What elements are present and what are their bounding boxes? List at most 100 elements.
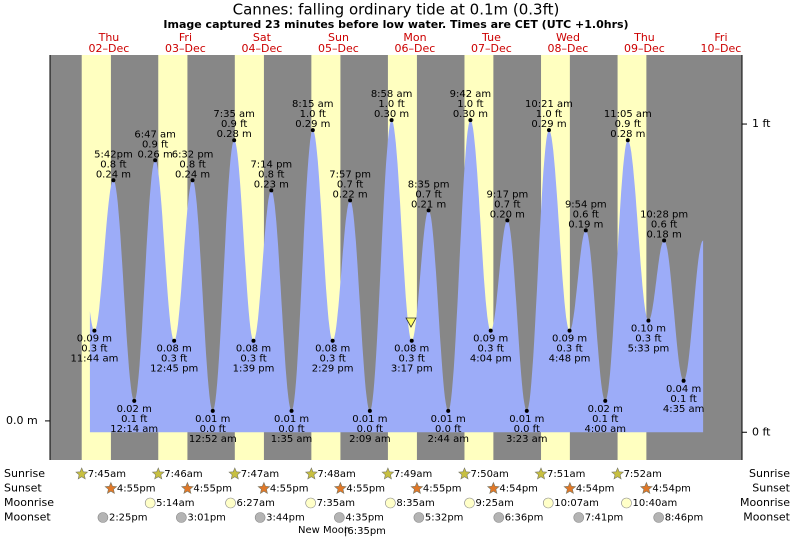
row-time: 4:55pm <box>423 484 462 495</box>
day-name: Wed <box>556 31 580 44</box>
moon-icon <box>621 497 632 509</box>
tide-point <box>546 128 551 133</box>
sun-icon <box>257 481 271 495</box>
moon-icon <box>305 497 316 509</box>
tide-point <box>92 328 97 333</box>
tide-point <box>153 158 158 163</box>
tide-ft: 0.7 ft <box>415 189 441 200</box>
tide-ft: 0.7 ft <box>494 199 520 210</box>
tide-time: 4:35 am <box>663 404 705 415</box>
tide-ft: 0.6 ft <box>573 209 599 220</box>
y2-tick-label: 1 ft <box>752 117 771 130</box>
row-time: 5:14am <box>156 498 194 509</box>
chart-title: Cannes: falling ordinary tide at 0.1m (0… <box>233 1 560 19</box>
tide-ft: 0.0 ft <box>357 424 383 435</box>
moon-icon <box>225 497 236 509</box>
tide-ft: 0.9 ft <box>221 119 247 130</box>
sun-icon <box>151 467 165 480</box>
tide-m: 0.08 m <box>394 344 429 355</box>
tide-point <box>646 318 651 323</box>
row-time: 10:40am <box>633 498 678 509</box>
tide-point <box>505 218 510 223</box>
tide-ft: 1.0 ft <box>536 109 562 120</box>
tide-time: 7:14 pm <box>250 159 292 170</box>
tide-point <box>348 198 353 203</box>
sun-icon <box>180 481 194 495</box>
tide-time: 9:54 pm <box>565 199 607 210</box>
tide-point <box>310 128 315 133</box>
tide-time: 8:58 am <box>371 89 413 100</box>
tide-m: 0.21 m <box>411 199 446 210</box>
day-date: 06–Dec <box>395 42 436 55</box>
sun-icon <box>534 467 548 480</box>
tide-time: 7:57 pm <box>329 169 371 180</box>
moon-icon <box>144 497 156 509</box>
tide-time: 11:05 am <box>604 109 652 120</box>
row-time: 7:35am <box>317 498 355 509</box>
tide-ft: 0.0 ft <box>514 424 540 435</box>
tide-time: 12:52 am <box>189 434 237 445</box>
tide-time: 5:33 pm <box>628 344 670 355</box>
row-label: Moonset <box>4 511 51 524</box>
y2-tick-label: 0 ft <box>752 425 771 438</box>
tide-point <box>446 408 451 413</box>
tide-ft: 0.0 ft <box>278 424 304 435</box>
tide-m: 0.09 m <box>77 334 112 345</box>
y-tick-label: 0.0 m <box>6 414 38 427</box>
tide-ft: 0.3 ft <box>478 344 504 355</box>
tide-m: 0.09 m <box>552 334 587 345</box>
tide-m: 0.10 m <box>631 324 666 335</box>
tide-m: 0.02 m <box>588 404 623 415</box>
tide-point <box>662 238 667 243</box>
tide-ft: 0.3 ft <box>319 354 345 365</box>
row-time: 2:25pm <box>109 513 148 524</box>
row-time: 5:32pm <box>425 513 464 524</box>
moon-icon <box>176 512 187 523</box>
tide-point <box>625 138 630 143</box>
tide-m: 0.01 m <box>431 414 466 425</box>
sun-icon <box>304 467 318 480</box>
tide-time: 10:28 pm <box>640 209 688 220</box>
tide-point <box>251 338 256 343</box>
day-name: Sun <box>328 31 349 44</box>
tide-time: 4:04 pm <box>470 354 512 365</box>
row-label: Moonrise <box>4 496 54 509</box>
tide-m: 0.30 m <box>374 109 409 120</box>
tide-ft: 0.8 ft <box>258 169 284 180</box>
sun-icon <box>104 481 118 495</box>
tide-m: 0.01 m <box>195 414 230 425</box>
tide-ft: 0.9 ft <box>615 119 641 130</box>
tide-point <box>172 338 177 343</box>
tide-ft: 1.0 ft <box>457 99 483 110</box>
row-time: 4:55pm <box>270 484 309 495</box>
day-date: 09–Dec <box>624 42 665 55</box>
tide-m: 0.20 m <box>490 209 525 220</box>
tide-time: 2:29 pm <box>312 364 354 375</box>
tide-ft: 0.6 ft <box>651 219 677 230</box>
day-date: 08–Dec <box>548 42 589 55</box>
day-date: 04–Dec <box>242 42 283 55</box>
tide-point <box>269 188 274 193</box>
tide-point <box>330 338 335 343</box>
tide-m: 0.01 m <box>352 414 387 425</box>
tide-ft: 1.0 ft <box>378 99 404 110</box>
day-name: Fri <box>714 31 727 44</box>
sun-icon <box>639 481 653 495</box>
tide-point <box>583 228 588 233</box>
row-time: 4:54pm <box>576 484 615 495</box>
tide-m: 0.28 m <box>217 129 252 140</box>
tide-m: 0.30 m <box>453 109 488 120</box>
row-time: 4:54pm <box>652 484 691 495</box>
tide-time: 11:44 am <box>70 354 118 365</box>
tide-point <box>232 138 237 143</box>
tide-ft: 0.9 ft <box>142 139 168 150</box>
tide-ft: 0.0 ft <box>200 424 226 435</box>
row-time: 8:46pm <box>665 513 704 524</box>
moon-icon <box>385 497 396 509</box>
day-date: 10–Dec <box>701 42 742 55</box>
tide-m: 0.04 m <box>666 384 701 395</box>
tide-time: 4:00 am <box>584 424 626 435</box>
tide-m: 0.08 m <box>315 344 350 355</box>
moon-icon <box>413 512 425 523</box>
